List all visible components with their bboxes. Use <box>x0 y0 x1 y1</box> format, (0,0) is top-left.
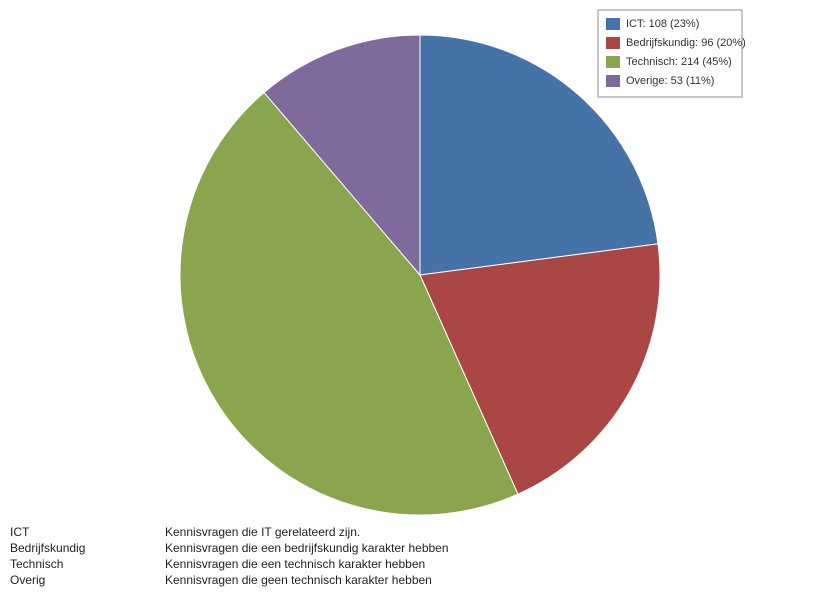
definition-term: Overig <box>10 573 46 587</box>
chart: ICT: 108 (23%) Bedrijfskundig: 96 (20%) Te… <box>179 9 746 516</box>
legend-swatch <box>606 37 620 49</box>
pie-slice <box>419 243 661 495</box>
definition-row: Technisch Kennisvragen die een technisch … <box>10 556 449 572</box>
definition-row: Bedrijfskundig Kennisvragen die een bedri… <box>10 540 449 556</box>
legend-swatch <box>606 56 620 68</box>
legend: ICT: 108 (23%) Bedrijfskundig: 96 (20%) Te… <box>597 9 746 98</box>
definition-row: ICT Kennisvragen die IT gerelateerd zijn. <box>10 524 449 540</box>
definitions-table: ICT Kennisvragen die IT gerelateerd zijn.… <box>10 524 449 588</box>
pie-slice <box>263 34 421 277</box>
definition-text: Kennisvragen die IT gerelateerd zijn. <box>165 525 361 539</box>
legend-box <box>597 9 743 98</box>
definition-text: Kennisvragen die een bedrijfskundig kara… <box>165 541 449 555</box>
definition-text: Kennisvragen die geen technisch karakter… <box>165 573 432 587</box>
legend-label: Overige: 53 (11%) <box>626 75 714 87</box>
pie-slice <box>419 34 659 276</box>
definition-term: Technisch <box>10 557 64 571</box>
definition-row: Overig Kennisvragen die geen technisch ka… <box>10 572 449 588</box>
legend-label: ICT: 108 (23%) <box>626 18 699 30</box>
legend-swatch <box>606 75 620 87</box>
legend-label: Technisch: 214 (45%) <box>626 56 732 68</box>
definition-text: Kennisvragen die een technisch karakter … <box>165 557 426 571</box>
legend-label: Bedrijfskundig: 96 (20%) <box>626 37 746 49</box>
legend-swatch <box>606 18 620 30</box>
definition-term: ICT <box>10 525 30 539</box>
definition-term: Bedrijfskundig <box>10 541 86 555</box>
pie-slice <box>179 91 519 516</box>
